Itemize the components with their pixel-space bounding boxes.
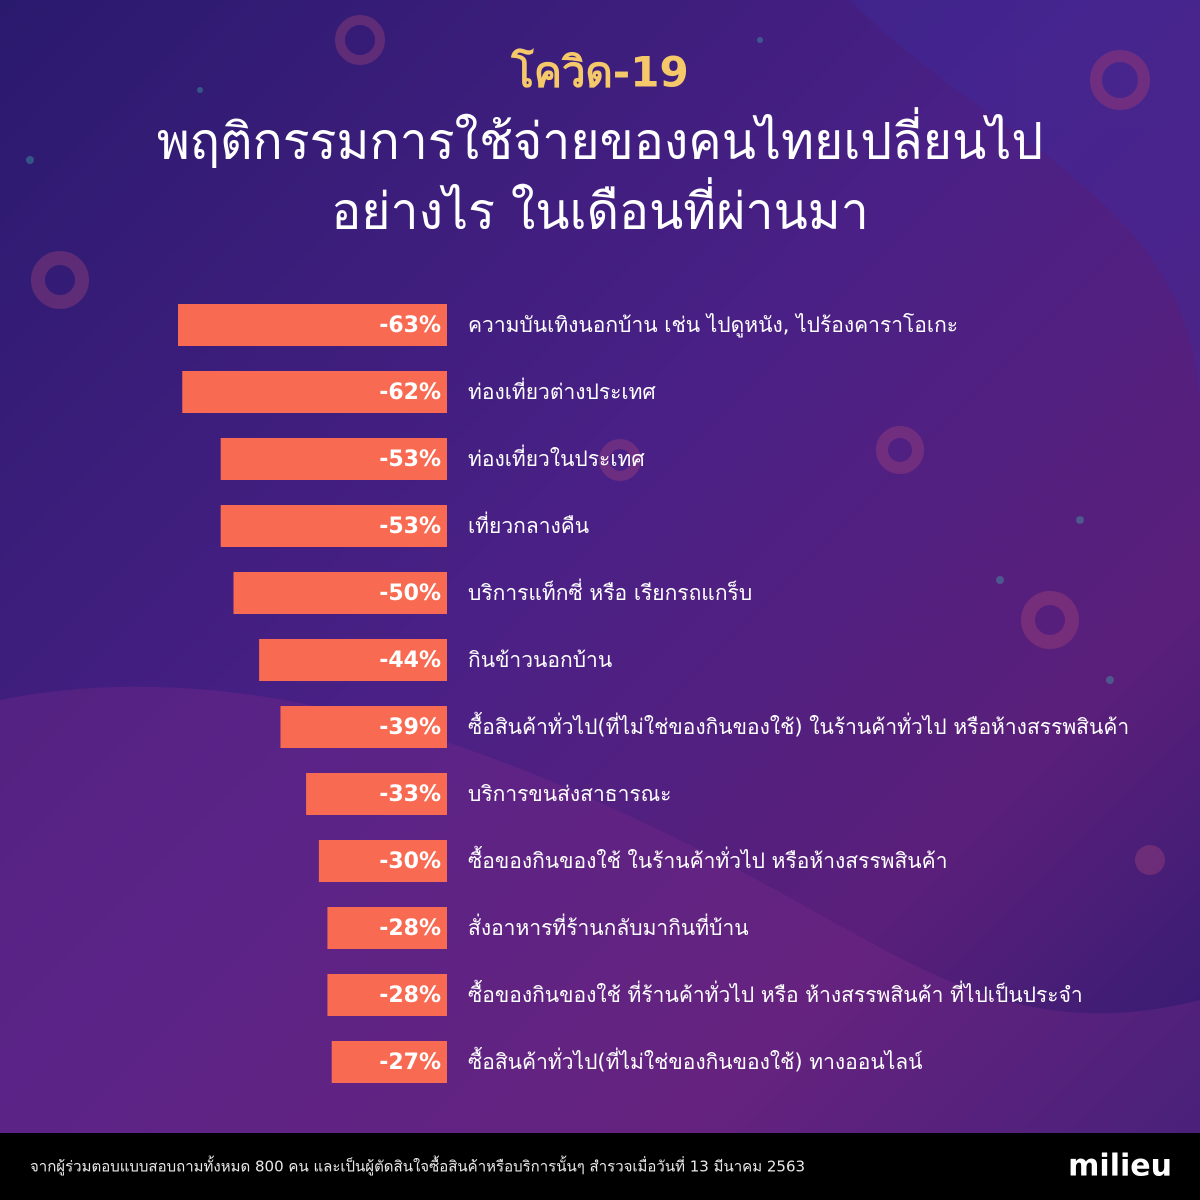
- bar: [177, 304, 448, 346]
- value-label: -50%: [379, 581, 441, 606]
- category-label: ท่องเที่ยวในประเทศ: [468, 444, 645, 471]
- value-label: -39%: [379, 715, 441, 740]
- value-label: -53%: [379, 447, 441, 472]
- category-label: บริการขนส่งสาธารณะ: [468, 782, 671, 806]
- category-label: บริการแท็กซี่ หรือ เรียกรถแกร็บ: [468, 578, 752, 605]
- decoration: [0, 0, 1200, 1133]
- value-label: -33%: [379, 782, 441, 807]
- bar: [233, 572, 447, 614]
- bar: [331, 1041, 447, 1083]
- chart-title: โควิด-19: [510, 48, 688, 97]
- value-label: -63%: [379, 313, 441, 338]
- category-label: ท่องเที่ยวต่างประเทศ: [468, 377, 656, 404]
- footer-bar: [0, 1133, 1200, 1200]
- bar: [327, 974, 447, 1016]
- bar: [327, 907, 447, 949]
- value-label: -30%: [379, 849, 441, 874]
- bar: [182, 371, 447, 413]
- category-label: เที่ยวกลางคืน: [468, 511, 589, 538]
- category-label: ซื้อสินค้าทั่วไป(ที่ไม่ใช่ของกินของใช้) …: [468, 712, 1129, 739]
- category-label: ซื้อของกินของใช้ ในร้านค้าทั่วไป หรือห้า…: [468, 846, 948, 873]
- bar: [306, 773, 447, 815]
- value-label: -28%: [379, 916, 441, 941]
- category-label: ความบันเทิงนอกบ้าน เช่น ไปดูหนัง, ไปร้อง…: [468, 313, 958, 338]
- bar: [318, 840, 447, 882]
- brand: milieu: [1068, 1149, 1172, 1184]
- value-label: -27%: [379, 1050, 441, 1075]
- chart-subtitle: อย่างไร ในเดือนที่ผ่านมา: [331, 178, 869, 241]
- value-label: -62%: [379, 380, 441, 405]
- category-label: ซื้อของกินของใช้ ที่ร้านค้าทั่วไป หรือ ห…: [468, 980, 1083, 1007]
- bar: [220, 438, 447, 480]
- category-label: กินข้าวนอกบ้าน: [468, 648, 612, 672]
- bar: [280, 706, 447, 748]
- chart-subtitle: พฤติกรรมการใช้จ่ายของคนไทยเปลี่ยนไป: [157, 108, 1043, 171]
- value-label: -28%: [379, 983, 441, 1008]
- value-label: -44%: [379, 648, 441, 673]
- bar: [259, 639, 447, 681]
- value-label: -53%: [379, 514, 441, 539]
- bar: [220, 505, 447, 547]
- category-label: สั่งอาหารที่ร้านกลับมากินที่บ้าน: [468, 913, 749, 940]
- category-label: ซื้อสินค้าทั่วไป(ที่ไม่ใช่ของกินของใช้) …: [468, 1047, 923, 1074]
- footer-note: จากผู้ร่วมตอบแบบสอบถามทั้งหมด 800 คน และ…: [30, 1156, 805, 1176]
